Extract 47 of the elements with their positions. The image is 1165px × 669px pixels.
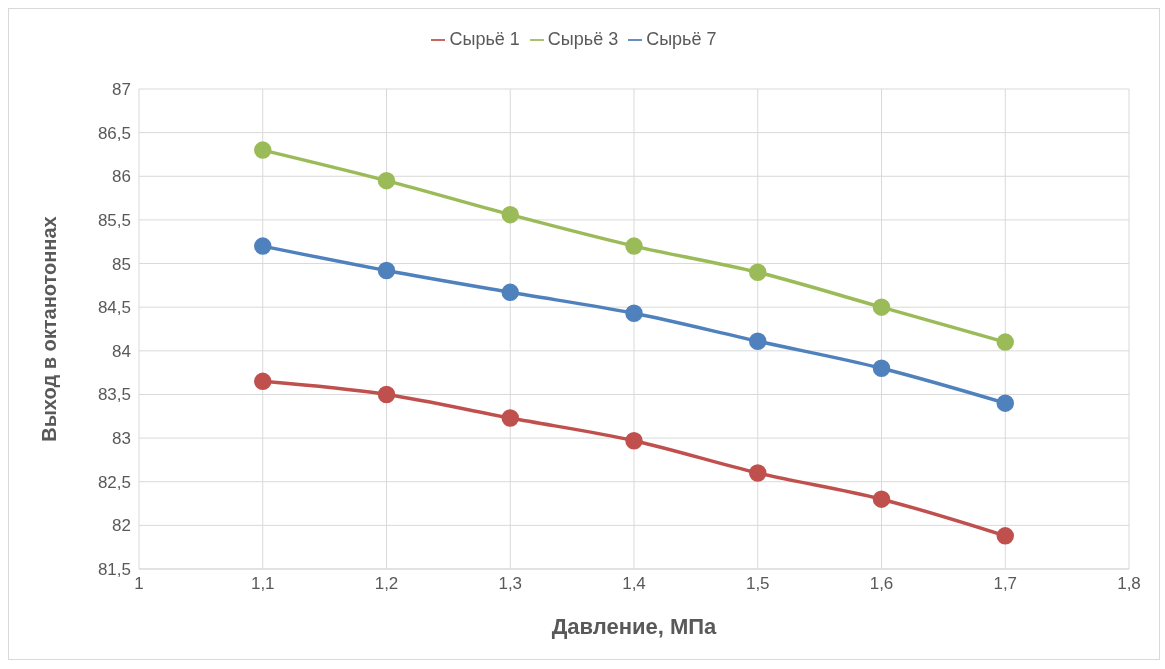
point [996, 333, 1014, 351]
y-tick-label: 82,5 [97, 472, 131, 492]
x-axis-title: Давление, МПа [551, 614, 718, 639]
x-tick-label: 1,1 [250, 574, 275, 594]
legend-label: Сырьё 7 [646, 29, 717, 49]
point [996, 527, 1014, 545]
y-tick-label: 86,5 [97, 123, 131, 143]
x-tick-label: 1 [134, 574, 144, 594]
legend-label: Сырьё 3 [547, 29, 619, 49]
x-tick-label: 1,7 [993, 574, 1018, 594]
y-tick-label: 86 [112, 167, 131, 187]
point [625, 304, 643, 323]
point [625, 431, 643, 450]
y-tick-label: 83 [112, 429, 131, 449]
x-tick-label: 1,4 [622, 574, 646, 594]
x-tick-label: 1,5 [745, 574, 770, 594]
y-tick-label: 82 [112, 516, 131, 536]
point [872, 359, 891, 378]
point [254, 141, 272, 159]
y-tick-label: 83,5 [97, 385, 131, 405]
point [501, 283, 519, 302]
x-tick-label: 1,3 [498, 574, 523, 594]
y-tick-label: 84,5 [97, 298, 131, 318]
legend-label: Сырьё 1 [449, 29, 520, 49]
point [377, 385, 396, 404]
point [872, 490, 891, 508]
y-axis-title: Выход в октанотоннах [38, 216, 61, 442]
point [377, 171, 396, 190]
point [254, 237, 272, 255]
x-tick-label: 1,8 [1117, 574, 1141, 594]
point [749, 464, 767, 482]
x-tick-label: 1,6 [869, 574, 894, 594]
point [625, 237, 643, 255]
point [501, 409, 519, 427]
point [872, 298, 891, 316]
point [501, 205, 519, 224]
y-tick-label: 87 [112, 80, 131, 100]
y-tick-label: 85 [112, 254, 131, 274]
y-tick-label: 81,5 [97, 560, 131, 580]
point [749, 332, 767, 350]
point [254, 372, 272, 391]
point [749, 263, 767, 282]
point [996, 394, 1014, 412]
y-tick-label: 84 [112, 341, 131, 361]
x-tick-label: 1,2 [374, 574, 399, 594]
point [377, 261, 396, 280]
y-tick-label: 85,5 [97, 210, 131, 230]
